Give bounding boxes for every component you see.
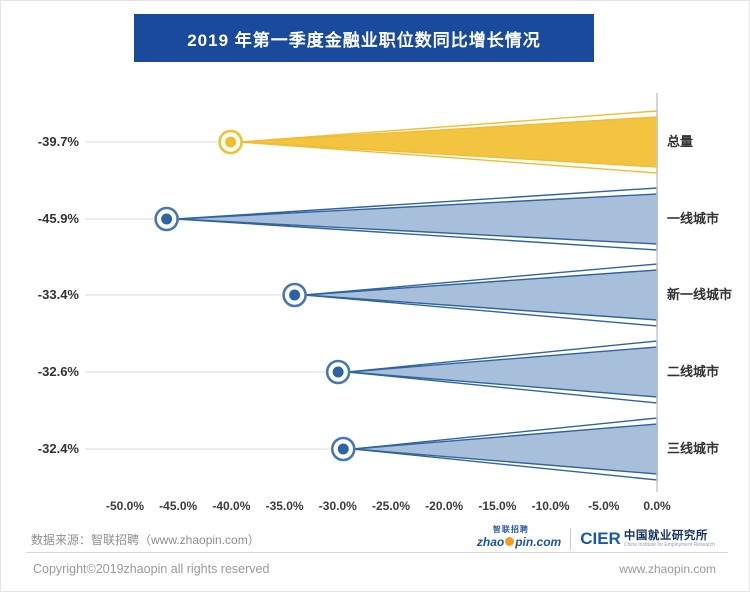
x-tick-label: 0.0% bbox=[643, 499, 671, 513]
copyright-text: Copyright©2019zhaopin all rights reserve… bbox=[33, 562, 270, 576]
value-label: -45.9% bbox=[37, 211, 79, 226]
website-text: www.zhaopin.com bbox=[619, 562, 716, 576]
zhaopin-dot-icon bbox=[505, 537, 515, 546]
funnel-inner bbox=[304, 269, 658, 321]
zhaopin-logo-text: zhao pin.com bbox=[476, 535, 562, 549]
cier-name-cn: 中国就业研究所 bbox=[623, 530, 708, 542]
category-label: 二线城市 bbox=[667, 364, 720, 379]
x-tick-label: -40.0% bbox=[212, 499, 251, 513]
marker-dot bbox=[332, 366, 344, 378]
cier-name-en: China Institute for Employment Research bbox=[623, 542, 715, 548]
funnel-inner bbox=[176, 193, 658, 245]
x-tick-label: -50.0% bbox=[105, 499, 145, 513]
value-label: -33.4% bbox=[37, 287, 79, 302]
x-tick-label: -5.0% bbox=[588, 499, 620, 513]
data-source-text: 数据来源：智联招聘（www.zhaopin.com） bbox=[31, 533, 260, 547]
category-label: 总量 bbox=[667, 134, 694, 149]
x-tick-label: -30.0% bbox=[318, 499, 357, 513]
chart-title: 2019 年第一季度金融业职位数同比增长情况 bbox=[134, 14, 594, 62]
funnel-inner bbox=[240, 116, 658, 168]
footer-divider bbox=[26, 552, 728, 553]
marker-dot bbox=[289, 289, 301, 301]
marker-dot bbox=[337, 443, 349, 455]
x-tick-label: -15.0% bbox=[478, 499, 517, 513]
cier-abbr: CIER bbox=[580, 529, 621, 548]
x-tick-label: -10.0% bbox=[531, 499, 570, 513]
value-label: -32.6% bbox=[37, 364, 79, 379]
footer-logos: 智联招聘 zhao pin.com CIER 中国就业研究所 China Inst… bbox=[476, 525, 715, 551]
marker-dot bbox=[225, 136, 237, 148]
x-tick-label: -25.0% bbox=[371, 499, 411, 513]
value-label: -32.4% bbox=[37, 441, 79, 456]
funnel-inner bbox=[353, 423, 658, 475]
funnel-inner bbox=[348, 346, 658, 398]
zhaopin-logo-cn: 智联招聘 bbox=[492, 525, 529, 534]
x-tick-label: -45.0% bbox=[159, 499, 198, 513]
x-tick-label: -35.0% bbox=[265, 499, 304, 513]
cier-logo: CIER 中国就业研究所 China Institute for Employm… bbox=[580, 529, 715, 549]
category-label: 一线城市 bbox=[667, 211, 720, 226]
category-label: 三线城市 bbox=[667, 441, 720, 456]
zhaopin-logo: 智联招聘 zhao pin.com bbox=[476, 525, 562, 551]
category-label: 新一线城市 bbox=[667, 287, 733, 302]
logo-divider bbox=[570, 528, 572, 550]
x-tick-label: -20.0% bbox=[425, 499, 464, 513]
marker-dot bbox=[161, 213, 173, 225]
value-label: -39.7% bbox=[37, 134, 79, 149]
